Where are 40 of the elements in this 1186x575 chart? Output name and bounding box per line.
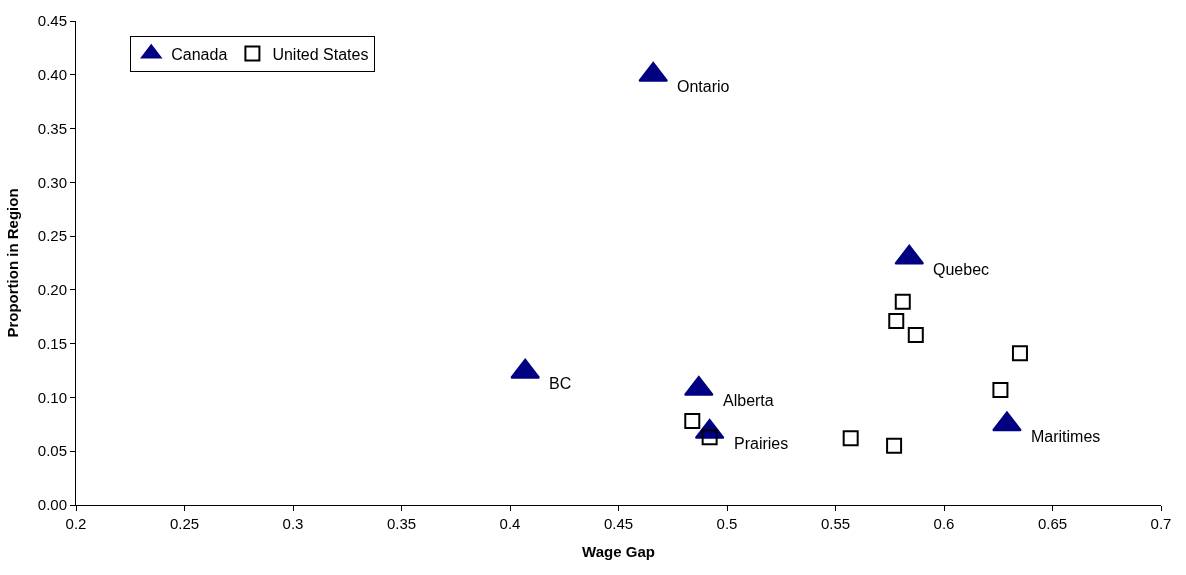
legend-label: Canada xyxy=(171,45,228,63)
x-tick-label: 0.5 xyxy=(716,515,738,532)
annotation: Maritimes xyxy=(1031,428,1101,445)
y-tick-label: 0.25 xyxy=(37,227,67,245)
x-tick-label: 0.2 xyxy=(65,515,87,532)
x-tick-label: 0.35 xyxy=(386,515,417,532)
point xyxy=(1011,345,1028,362)
x-tick-label: 0.55 xyxy=(820,515,851,532)
x-tick-label: 0.7 xyxy=(1150,515,1172,532)
point xyxy=(886,437,903,454)
y-tick-label: 0.45 xyxy=(37,12,67,30)
annotation: BC xyxy=(549,375,572,392)
x-tick-label: 0.3 xyxy=(282,515,304,532)
point xyxy=(842,430,859,447)
annotation: Quebec xyxy=(933,261,990,278)
x-axis-title: Wage Gap xyxy=(582,543,655,560)
y-tick-label: 0.05 xyxy=(37,442,67,460)
point xyxy=(888,313,905,330)
y-tick-label: 0.40 xyxy=(37,66,67,84)
point xyxy=(701,429,718,446)
x-tick-label: 0.4 xyxy=(499,515,521,532)
x-tick-label: 0.6 xyxy=(933,515,955,532)
annotation: Ontario xyxy=(677,78,730,95)
point xyxy=(684,413,701,430)
y-axis-title: Proportion in Region xyxy=(4,188,22,338)
y-tick-label: 0.30 xyxy=(37,173,67,191)
point xyxy=(907,327,924,344)
point xyxy=(894,293,911,310)
y-tick-label: 0.10 xyxy=(37,388,67,406)
annotation: Alberta xyxy=(723,392,774,409)
legend-label: United States xyxy=(272,45,369,63)
point xyxy=(992,381,1009,398)
y-tick-label: 0.20 xyxy=(37,281,67,299)
annotation: Prairies xyxy=(734,435,789,452)
y-tick-label: 0.35 xyxy=(37,119,67,137)
x-tick-label: 0.25 xyxy=(169,515,200,532)
y-tick-label: 0.15 xyxy=(37,334,67,352)
x-tick-label: 0.65 xyxy=(1037,515,1068,532)
y-tick-label: 0.00 xyxy=(37,496,67,514)
x-tick-label: 0.45 xyxy=(603,515,634,532)
